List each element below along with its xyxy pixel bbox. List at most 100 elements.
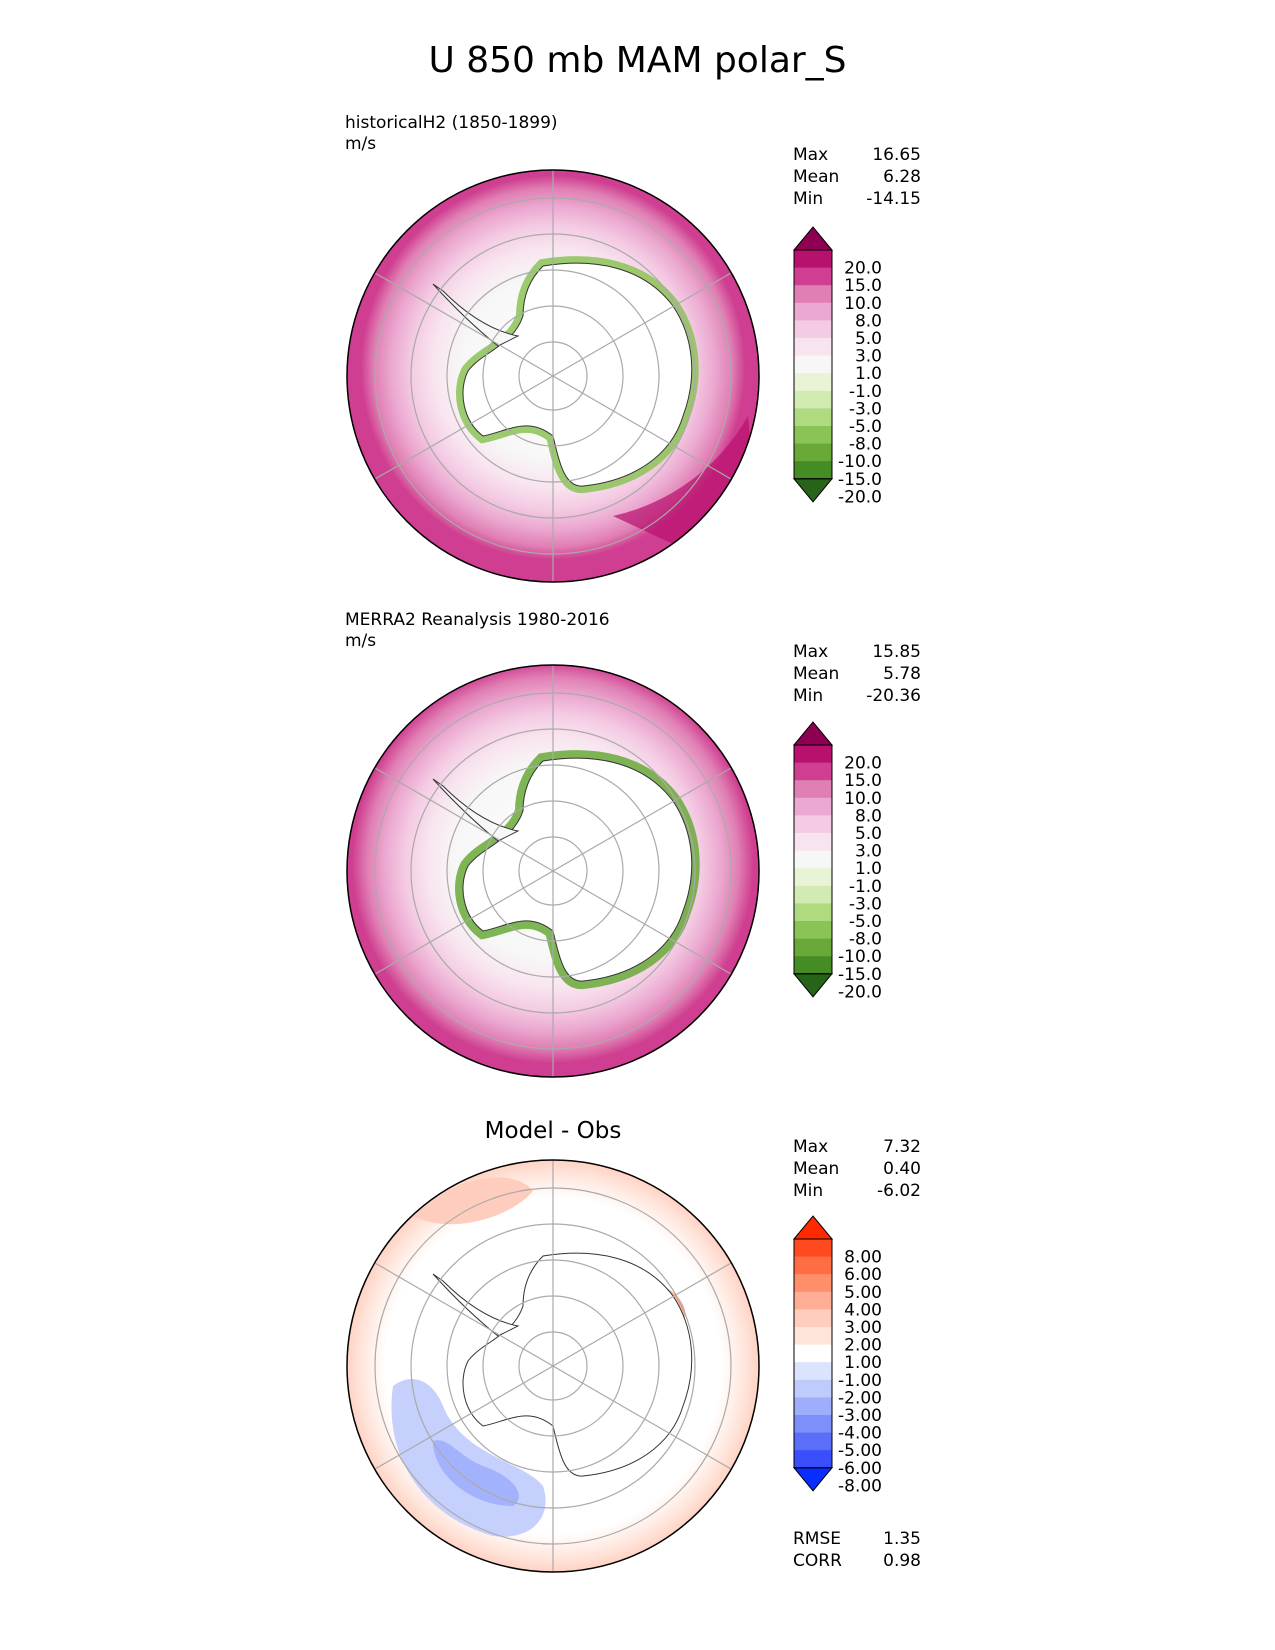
- panel-1-dataset: historicalH2 (1850-1899): [345, 113, 558, 133]
- panel-1-label: historicalH2 (1850-1899) m/s: [345, 113, 558, 155]
- panel-3-map-boundary: [346, 1159, 760, 1573]
- panel-1-map-boundary: [346, 169, 760, 583]
- colorbar-swatch: [794, 833, 832, 852]
- colorbar-extension-bottom: [792, 1467, 834, 1492]
- colorbar-tick-label: -6.00: [838, 1459, 882, 1479]
- colorbar-tick-label: -20.0: [838, 982, 882, 1002]
- colorbar-swatch: [794, 390, 832, 409]
- corr-value: 0.98: [883, 1551, 921, 1571]
- panel-1-units: m/s: [345, 134, 377, 154]
- panel-2-polar-map: [346, 664, 760, 1078]
- stat-min-value: -20.36: [866, 686, 921, 706]
- colorbar-tick-label: 8.0: [855, 806, 882, 826]
- stat-mean-label: Mean: [793, 167, 840, 187]
- panel-2-stats: Max 15.85 Mean 5.78 Min -20.36: [793, 641, 921, 707]
- panel-3-metrics: RMSE 1.35 CORR 0.98: [793, 1528, 921, 1572]
- panel-2-map-boundary: [346, 664, 760, 1078]
- colorbar-tick-label: -5.00: [838, 1441, 882, 1461]
- colorbar-swatch: [794, 745, 832, 764]
- panel-3-polar-map: [346, 1159, 760, 1573]
- panel-1-stats: Max 16.65 Mean 6.28 Min -14.15: [793, 144, 921, 210]
- colorbar-frame: [793, 744, 833, 975]
- panel-2-label: MERRA2 Reanalysis 1980-2016 m/s: [345, 610, 610, 652]
- colorbar-swatch: [794, 1450, 832, 1469]
- panel-3-antarctica-coastline: [462, 1252, 693, 1477]
- colorbar-swatch: [794, 1397, 832, 1416]
- colorbar-swatch: [794, 302, 832, 321]
- panel-3-colorbar: 8.006.005.004.003.002.001.00-1.00-2.00-3…: [792, 1215, 882, 1496]
- colorbar-swatch: [794, 885, 832, 904]
- colorbar-tick-label: 15.0: [844, 276, 882, 296]
- panel-2-antarctica-coastline: [462, 757, 693, 982]
- colorbar-swatch: [794, 1432, 832, 1451]
- colorbar-swatch: [794, 1344, 832, 1363]
- colorbar-swatch: [794, 408, 832, 427]
- panel-3-positive-bias-north: [413, 1177, 533, 1225]
- colorbar-tick-label: -5.0: [849, 417, 882, 437]
- colorbar-extension-top: [792, 1215, 834, 1240]
- colorbar-swatch: [794, 461, 832, 480]
- colorbar-swatch: [794, 1327, 832, 1346]
- colorbar-tick-label: 3.0: [855, 347, 882, 367]
- panel-2-dataset: MERRA2 Reanalysis 1980-2016: [345, 610, 610, 630]
- colorbar-tick-label: -8.0: [849, 435, 882, 455]
- colorbar-extension-top: [792, 226, 834, 251]
- panel-3-graticule: [374, 1160, 732, 1572]
- colorbar-tick-label: -15.0: [838, 965, 882, 985]
- colorbar-tick-label: -1.0: [849, 877, 882, 897]
- colorbar-swatch: [794, 797, 832, 816]
- colorbar-swatch: [794, 1362, 832, 1381]
- colorbar-tick-label: -8.0: [849, 930, 882, 950]
- stat-max-label: Max: [793, 1137, 829, 1157]
- colorbar-tick-label: -3.0: [849, 894, 882, 914]
- colorbar-swatch: [794, 780, 832, 799]
- colorbar-tick-label: -5.0: [849, 912, 882, 932]
- panel-2-colorbar: 20.015.010.08.05.03.01.0-1.0-3.0-5.0-8.0…: [792, 721, 882, 1002]
- stat-mean-value: 6.28: [883, 167, 921, 187]
- rmse-label: RMSE: [793, 1529, 842, 1549]
- colorbar-tick-label: 1.00: [844, 1353, 882, 1373]
- panel-1-graticule: [374, 170, 732, 582]
- panel-3-title: Model - Obs: [484, 1118, 622, 1144]
- colorbar-swatch: [794, 1291, 832, 1310]
- colorbar-swatch: [794, 285, 832, 304]
- colorbar-tick-label: 20.0: [844, 259, 882, 279]
- colorbar-tick-label: -20.0: [838, 487, 882, 507]
- stat-max-value: 7.32: [883, 1137, 921, 1157]
- colorbar-tick-label: 20.0: [844, 754, 882, 774]
- colorbar-tick-label: -1.0: [849, 382, 882, 402]
- colorbar-tick-label: 1.0: [855, 364, 882, 384]
- colorbar-swatch: [794, 267, 832, 286]
- colorbar-swatch: [794, 338, 832, 357]
- colorbar-tick-label: 10.0: [844, 294, 882, 314]
- colorbar-swatch: [794, 1256, 832, 1275]
- panel-1-antarctic-peninsula: [432, 283, 520, 347]
- panel-1-polar-map: [346, 169, 760, 583]
- panel-1-colorbar: 20.015.010.08.05.03.01.0-1.0-3.0-5.0-8.0…: [792, 226, 882, 507]
- colorbar-swatch: [794, 956, 832, 975]
- colorbar-tick-label: 3.00: [844, 1318, 882, 1338]
- colorbar-frame: [793, 249, 833, 480]
- colorbar-tick-label: 6.00: [844, 1265, 882, 1285]
- colorbar-swatch: [794, 938, 832, 957]
- stat-min-value: -14.15: [866, 189, 921, 209]
- figure-title: U 850 mb MAM polar_S: [428, 40, 847, 81]
- colorbar-swatch: [794, 443, 832, 462]
- colorbar-tick-label: 2.00: [844, 1336, 882, 1356]
- colorbar-swatch: [794, 1274, 832, 1293]
- panel-2-units: m/s: [345, 631, 377, 651]
- colorbar-tick-label: 1.0: [855, 859, 882, 879]
- colorbar-swatch: [794, 426, 832, 445]
- panel-2-antarctic-peninsula: [432, 778, 520, 842]
- stat-mean-label: Mean: [793, 664, 840, 684]
- colorbar-frame: [793, 1238, 833, 1469]
- colorbar-swatch: [794, 373, 832, 392]
- colorbar-tick-label: 15.0: [844, 771, 882, 791]
- colorbar-tick-label: 5.0: [855, 329, 882, 349]
- colorbar-tick-label: -1.00: [838, 1371, 882, 1391]
- colorbar-tick-label: -4.00: [838, 1424, 882, 1444]
- colorbar-swatch: [794, 815, 832, 834]
- colorbar-swatch: [794, 1415, 832, 1434]
- colorbar-swatch: [794, 850, 832, 869]
- colorbar-swatch: [794, 868, 832, 887]
